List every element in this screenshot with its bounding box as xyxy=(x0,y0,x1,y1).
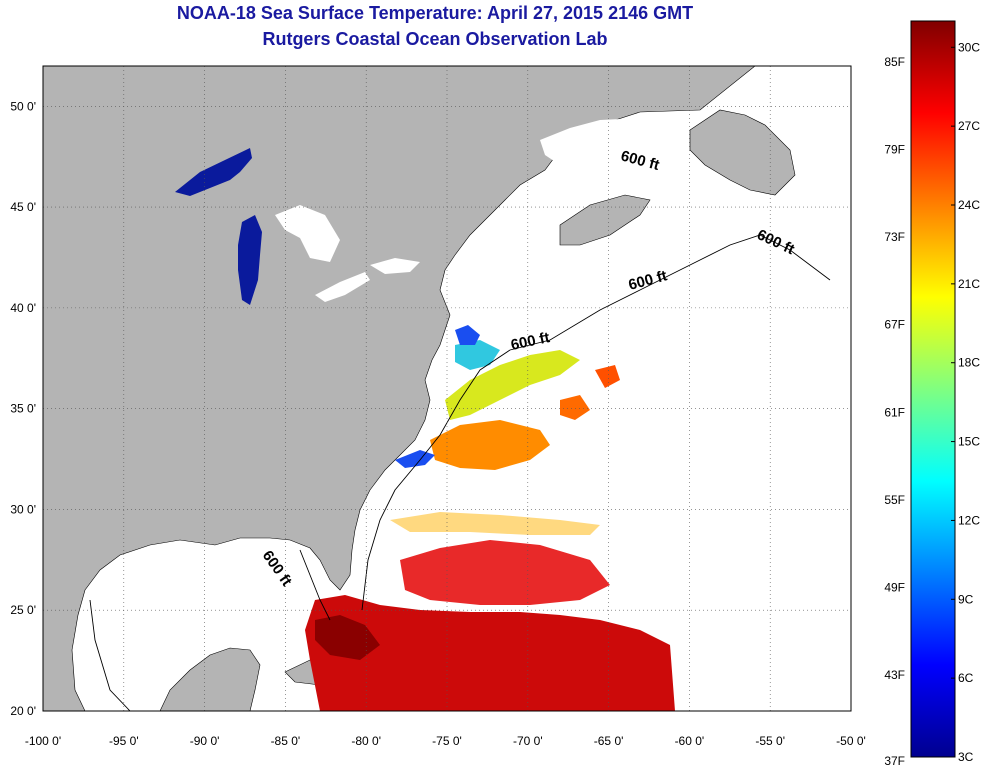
lake-michigan xyxy=(238,215,262,305)
lat-tick-label: 25 0' xyxy=(10,603,36,617)
map-frame xyxy=(42,65,852,712)
lat-tick-label: 20 0' xyxy=(10,704,36,718)
grid-lines xyxy=(43,66,851,711)
sst-orange-far xyxy=(595,365,620,388)
lake-erie xyxy=(315,272,370,302)
lon-tick-label: -75 0' xyxy=(432,734,462,748)
lon-tick-label: -70 0' xyxy=(513,734,543,748)
lon-tick-label: -60 0' xyxy=(675,734,705,748)
lon-tick-label: -85 0' xyxy=(271,734,301,748)
lon-tick-label: -50 0' xyxy=(836,734,866,748)
lon-tick-labels: -100 0' -95 0' -90 0' -85 0' -80 0' -75 0' -70… xyxy=(25,734,866,748)
colorbar-c-label: 9C xyxy=(958,592,974,606)
sst-orange-patch xyxy=(430,420,550,470)
colorbar-c-label: 24C xyxy=(958,198,980,212)
colorbar-f-label: 37F xyxy=(884,754,905,768)
colorbar-f-label: 49F xyxy=(884,581,905,595)
colorbar-f-label: 55F xyxy=(884,493,905,507)
lon-tick-label: -90 0' xyxy=(190,734,220,748)
colorbar-c-label: 27C xyxy=(958,119,980,133)
colorbar-f-label: 85F xyxy=(884,55,905,69)
lat-tick-label: 30 0' xyxy=(10,502,36,516)
colorbar-f-label: 79F xyxy=(884,143,905,157)
lon-tick-label: -95 0' xyxy=(109,734,139,748)
colorbar-c-label: 15C xyxy=(958,435,980,449)
colorbar-c-labels: 30C 27C 24C 21C 18C 15C 12C 9C 6C 3C xyxy=(951,40,980,764)
colorbar-f-label: 73F xyxy=(884,230,905,244)
sst-warm-south xyxy=(305,595,675,711)
lon-tick-label: -80 0' xyxy=(351,734,381,748)
colorbar-c-label: 6C xyxy=(958,671,974,685)
colorbar-f-label: 67F xyxy=(884,318,905,332)
colorbar-c-label: 3C xyxy=(958,750,974,764)
lake-superior xyxy=(175,148,252,196)
map-title: NOAA-18 Sea Surface Temperature: April 2… xyxy=(176,3,694,23)
lake-ontario xyxy=(370,258,420,274)
nova-scotia-land xyxy=(559,194,651,246)
sst-blue-shelf xyxy=(395,450,435,468)
sst-blue-ny xyxy=(455,325,480,345)
colorbar-c-label: 12C xyxy=(958,513,980,527)
lake-huron xyxy=(275,205,340,262)
lon-tick-label: -65 0' xyxy=(594,734,624,748)
map-subtitle: Rutgers Coastal Ocean Observation Lab xyxy=(262,29,608,49)
lon-tick-label: -55 0' xyxy=(755,734,785,748)
lat-tick-label: 45 0' xyxy=(10,200,36,214)
colorbar-c-label: 30C xyxy=(958,40,980,54)
depth-contour-600ft xyxy=(89,234,831,711)
north-america-land xyxy=(43,66,756,711)
lat-tick-label: 35 0' xyxy=(10,402,36,416)
sst-orange-east xyxy=(560,395,590,420)
gulf-st-lawrence xyxy=(540,118,680,180)
sst-light-mid xyxy=(390,512,600,535)
yucatan-land xyxy=(159,647,261,711)
sst-cyan-shelf xyxy=(455,340,500,370)
lon-tick-label: -100 0' xyxy=(25,734,61,748)
colorbar xyxy=(910,20,956,758)
colorbar-f-label: 61F xyxy=(884,405,905,419)
lat-tick-labels: 20 0' 25 0' 30 0' 35 0' 40 0' 45 0' 50 0' xyxy=(10,99,36,718)
colorbar-f-labels: 85F 79F 73F 67F 61F 55F 49F 43F 37F xyxy=(884,55,905,768)
sst-gulf-stream-core xyxy=(400,540,610,605)
lat-tick-label: 50 0' xyxy=(10,99,36,113)
colorbar-f-label: 43F xyxy=(884,668,905,682)
newfoundland-land xyxy=(689,109,796,196)
lat-tick-label: 40 0' xyxy=(10,301,36,315)
colorbar-c-label: 21C xyxy=(958,277,980,291)
sst-florida-keys xyxy=(315,615,380,660)
sst-yellow-band xyxy=(445,350,580,420)
colorbar-c-label: 18C xyxy=(958,356,980,370)
sst-data-overlay xyxy=(305,325,675,711)
